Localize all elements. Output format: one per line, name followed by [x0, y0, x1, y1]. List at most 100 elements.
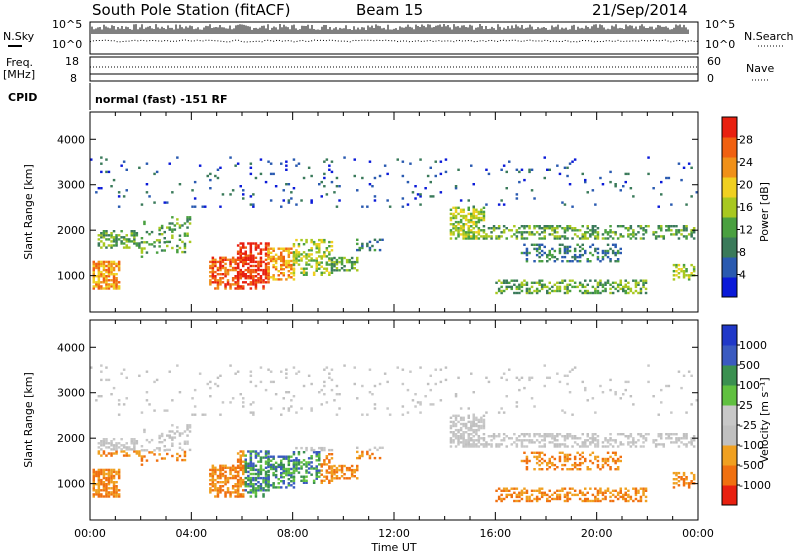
power-cell: [556, 287, 559, 291]
power-cell: [211, 273, 215, 276]
velocity-cell: [376, 448, 379, 452]
power-scatter-data: [90, 156, 698, 295]
power-cell: [571, 227, 574, 230]
velocity-cell: [267, 455, 270, 458]
velocity-cell: [262, 481, 265, 484]
power-cell: [272, 274, 275, 277]
velocity-cell: [454, 437, 458, 440]
velocity-cell: [224, 476, 227, 480]
velocity-cell: [692, 435, 696, 438]
power-cell: [236, 275, 240, 278]
velocity-cell: [247, 450, 250, 453]
power-cell: [221, 260, 225, 264]
power-cell: [609, 287, 612, 291]
velocity-cell: [548, 461, 551, 465]
velocity-scatter-data: [90, 364, 698, 503]
velocity-cell: [112, 448, 116, 451]
power-cell: [475, 220, 478, 224]
velocity-cell: [252, 491, 255, 494]
power-cell: [252, 268, 255, 272]
power-cell: [462, 216, 465, 220]
nave-label: Nave: [746, 62, 774, 75]
velocity-cell: [110, 444, 113, 447]
power-cell: [259, 248, 263, 251]
velocity-cell: [338, 468, 341, 472]
power-cell: [287, 253, 291, 256]
power-cell: [267, 272, 270, 275]
power-cell: [502, 164, 506, 167]
velocity-cell: [335, 466, 339, 470]
power-cell: [566, 166, 569, 169]
velocity-cell: [454, 393, 458, 396]
power-cell: [239, 287, 242, 290]
velocity-ylabel: Slant Range [km]: [22, 372, 35, 468]
velocity-cell: [130, 448, 133, 451]
ytick-label: 4000: [57, 133, 85, 146]
power-cell: [290, 251, 293, 254]
velocity-cell: [110, 452, 113, 455]
power-cell: [206, 174, 209, 178]
velocity-cell: [624, 487, 627, 490]
power-cell: [171, 222, 174, 225]
velocity-cell: [480, 416, 483, 419]
power-cell: [209, 281, 212, 284]
date-label: 21/Sep/2014: [592, 1, 688, 19]
velocity-cell: [594, 445, 597, 448]
power-cell: [290, 272, 293, 275]
power-cell: [168, 222, 171, 225]
power-cell: [566, 289, 569, 293]
power-cell: [102, 232, 106, 235]
power-cell: [518, 283, 521, 286]
power-cell: [690, 272, 693, 275]
velocity-cell: [523, 487, 526, 490]
velocity-cell: [100, 481, 103, 484]
power-cell: [457, 168, 460, 171]
power-cell: [95, 191, 98, 194]
power-cell: [107, 283, 111, 286]
velocity-cell: [371, 393, 374, 396]
power-cell: [596, 258, 600, 261]
velocity-cell: [242, 493, 245, 496]
power-cell: [97, 270, 101, 274]
velocity-cell: [107, 378, 111, 382]
power-cell: [449, 237, 453, 240]
velocity-cell: [107, 470, 111, 474]
nsky-label: N.Sky: [3, 30, 35, 43]
power-cell: [117, 285, 121, 288]
power-cell: [480, 216, 483, 220]
power-cell: [622, 285, 625, 289]
velocity-cell: [292, 395, 296, 398]
power-cell: [133, 234, 136, 237]
velocity-cell: [295, 467, 298, 470]
velocity-cell: [480, 418, 483, 422]
power-cell: [274, 261, 278, 265]
power-cell: [543, 235, 546, 238]
velocity-cell: [457, 437, 460, 440]
velocity-cell: [183, 442, 187, 445]
velocity-cell: [330, 469, 334, 472]
velocity-cell: [216, 476, 220, 480]
power-cell: [627, 287, 630, 291]
power-cell: [472, 227, 475, 230]
velocity-cell: [120, 438, 123, 441]
velocity-cell: [604, 489, 607, 492]
velocity-cell: [148, 441, 151, 444]
velocity-cell: [622, 495, 625, 499]
velocity-cell: [411, 399, 415, 402]
power-cell: [685, 268, 688, 271]
velocity-cell: [183, 440, 187, 443]
power-cell: [586, 289, 589, 293]
velocity-cell: [419, 403, 422, 406]
velocity-cell: [449, 424, 453, 428]
velocity-cell: [320, 448, 323, 452]
power-cell: [186, 218, 189, 221]
power-cell: [280, 247, 283, 250]
velocity-cell: [619, 441, 622, 444]
power-cell: [513, 279, 516, 282]
power-cell: [166, 240, 169, 244]
velocity-cell: [578, 445, 582, 448]
power-cell: [231, 258, 235, 261]
power-cell: [244, 250, 247, 253]
velocity-cell: [578, 497, 582, 501]
velocity-cell: [457, 428, 460, 432]
